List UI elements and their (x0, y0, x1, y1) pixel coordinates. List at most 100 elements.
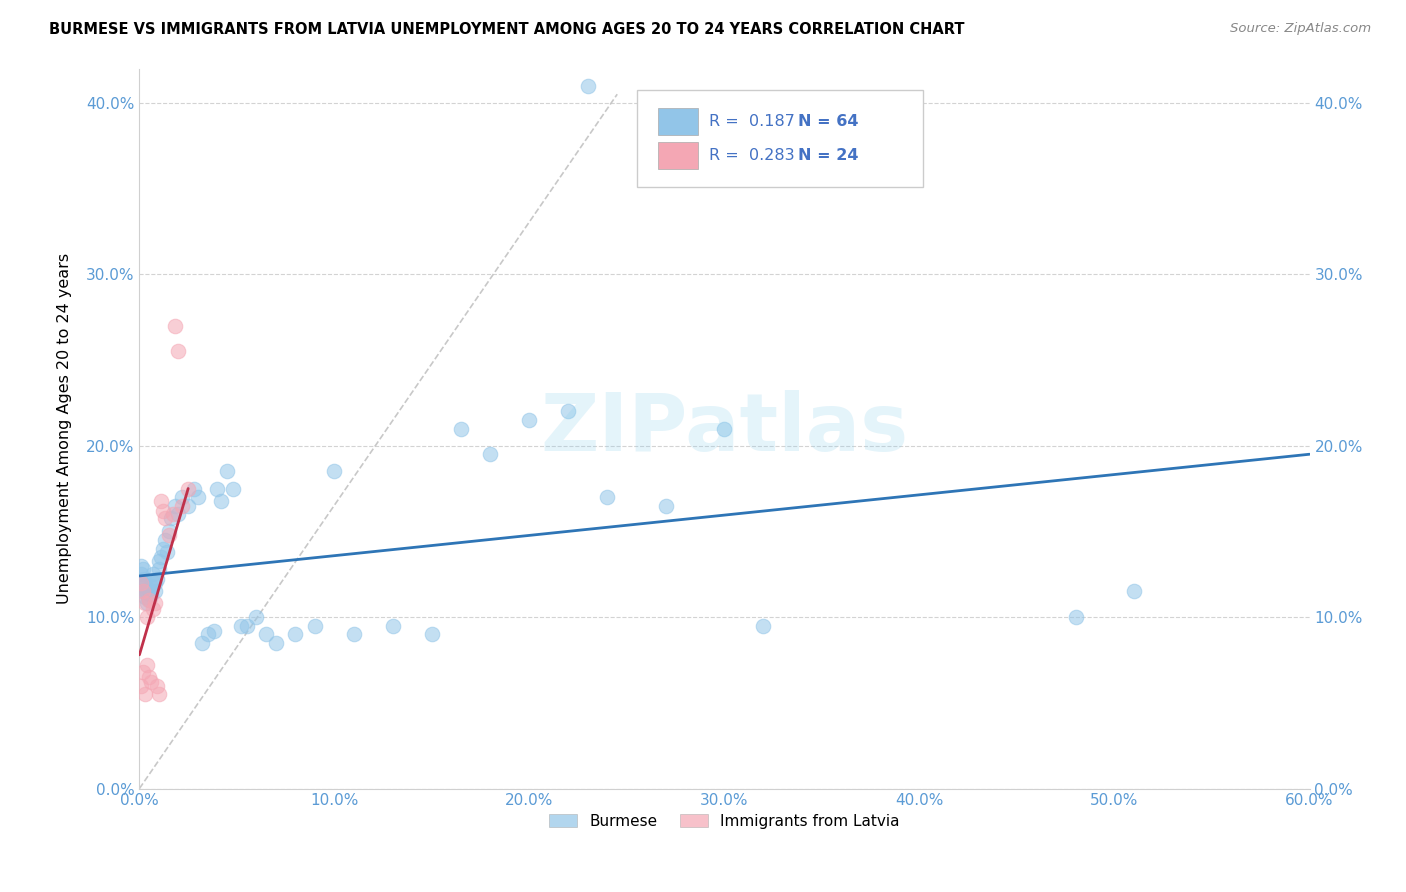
Point (304, 618, 326, 632)
Point (222, 482, 245, 496)
Point (167, 344, 190, 359)
Point (159, 510, 181, 524)
Text: N = 24: N = 24 (799, 148, 859, 162)
Point (655, 499, 678, 513)
Point (138, 582, 160, 597)
Point (163, 499, 186, 513)
Point (157, 528, 180, 542)
Point (172, 490, 194, 504)
Point (136, 610, 159, 624)
Point (162, 507, 184, 521)
Point (177, 482, 200, 496)
Point (323, 464, 346, 478)
Point (143, 584, 166, 599)
Point (136, 658, 159, 673)
Point (167, 507, 190, 521)
Point (1064, 610, 1087, 624)
FancyBboxPatch shape (658, 108, 697, 135)
Point (207, 482, 229, 496)
Point (131, 558, 153, 573)
Point (479, 447, 502, 461)
Point (576, 78, 599, 93)
Point (177, 499, 200, 513)
Point (139, 588, 162, 602)
Point (139, 675, 162, 690)
Point (420, 627, 443, 641)
Point (134, 687, 156, 701)
Point (1123, 584, 1146, 599)
Text: BURMESE VS IMMIGRANTS FROM LATVIA UNEMPLOYMENT AMONG AGES 20 TO 24 YEARS CORRELA: BURMESE VS IMMIGRANTS FROM LATVIA UNEMPL… (49, 22, 965, 37)
Point (132, 573, 155, 587)
Point (284, 627, 307, 641)
Point (138, 670, 160, 684)
Point (157, 524, 180, 539)
Point (148, 562, 170, 576)
Point (153, 533, 176, 547)
Text: N = 64: N = 64 (799, 114, 859, 129)
FancyBboxPatch shape (658, 142, 697, 169)
Point (131, 575, 153, 590)
Point (136, 586, 159, 600)
Text: R =  0.283: R = 0.283 (709, 148, 794, 162)
Point (156, 545, 179, 559)
Point (131, 567, 153, 582)
Point (381, 618, 404, 632)
Point (596, 490, 619, 504)
Point (143, 596, 166, 610)
Text: Source: ZipAtlas.com: Source: ZipAtlas.com (1230, 22, 1371, 36)
Point (172, 499, 194, 513)
Point (152, 504, 174, 518)
Point (134, 577, 156, 591)
Point (138, 593, 160, 607)
Point (149, 493, 172, 508)
Point (148, 687, 170, 701)
Point (153, 510, 176, 524)
Point (450, 421, 472, 435)
Point (142, 601, 165, 615)
Y-axis label: Unemployment Among Ages 20 to 24 years: Unemployment Among Ages 20 to 24 years (58, 253, 72, 604)
Point (343, 627, 366, 641)
Point (148, 553, 170, 567)
Point (131, 679, 153, 693)
Point (138, 593, 160, 607)
Point (191, 636, 214, 650)
Point (217, 464, 239, 478)
Point (202, 624, 225, 638)
Point (229, 618, 252, 632)
Point (139, 579, 162, 593)
Point (254, 627, 277, 641)
Point (713, 421, 735, 435)
Point (152, 541, 174, 556)
Point (187, 490, 209, 504)
Legend: Burmese, Immigrants from Latvia: Burmese, Immigrants from Latvia (543, 807, 905, 835)
Point (134, 582, 156, 597)
Point (209, 493, 232, 508)
Point (132, 584, 155, 599)
Point (183, 482, 205, 496)
Point (131, 575, 153, 590)
Point (197, 627, 219, 641)
Point (149, 550, 172, 565)
Point (132, 562, 155, 576)
Point (557, 404, 579, 418)
Point (136, 596, 159, 610)
Point (752, 618, 775, 632)
Text: R =  0.187: R = 0.187 (709, 114, 796, 129)
Point (143, 575, 166, 590)
Text: ZIPatlas: ZIPatlas (540, 390, 908, 467)
Point (134, 596, 156, 610)
Point (134, 590, 156, 604)
Point (245, 610, 267, 624)
Point (132, 665, 155, 679)
Point (142, 567, 165, 582)
Point (146, 573, 169, 587)
Point (264, 636, 287, 650)
Point (132, 579, 155, 593)
Point (235, 618, 257, 632)
Point (132, 584, 155, 599)
Point (146, 679, 169, 693)
Point (163, 318, 186, 333)
FancyBboxPatch shape (637, 90, 924, 187)
Point (142, 575, 165, 590)
Point (519, 413, 541, 427)
